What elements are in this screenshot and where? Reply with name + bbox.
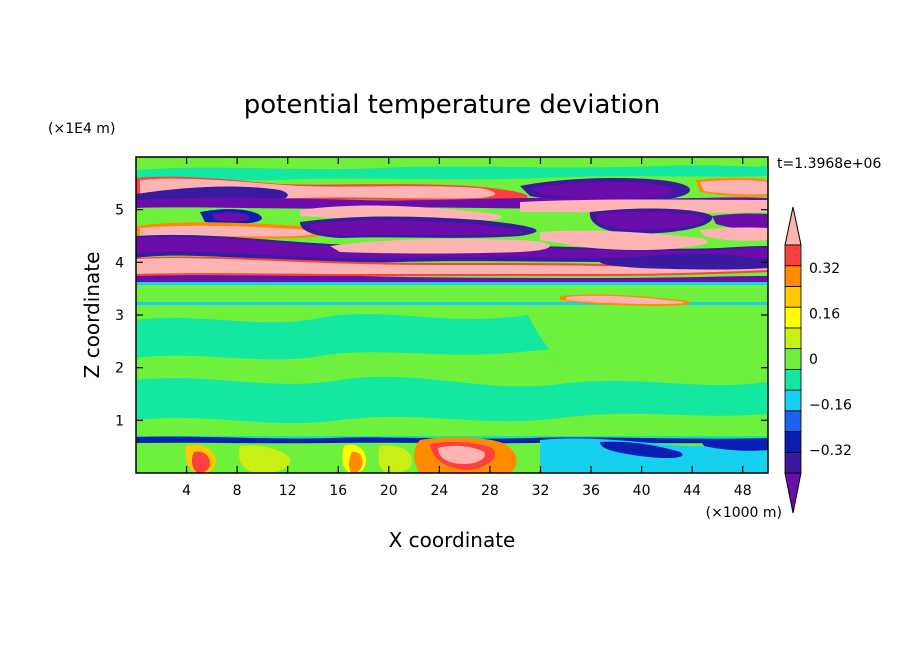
x-tick-label: 36 xyxy=(582,483,600,499)
field-features xyxy=(136,165,768,473)
x-axis-ticks: 4 8 12 16 20 24 28 32 36 40 44 48 xyxy=(182,157,752,499)
chart-title: potential temperature deviation xyxy=(244,90,660,120)
y-tick-label: 3 xyxy=(115,308,124,324)
colorbar-segment xyxy=(784,410,802,432)
x-tick-label: 12 xyxy=(279,483,297,499)
x-tick-label: 48 xyxy=(734,483,752,499)
colorbar-label: −0.32 xyxy=(809,443,852,459)
colorbar: 0.32 0.16 0 −0.16 −0.32 xyxy=(784,206,852,514)
x-axis-label: X coordinate xyxy=(389,528,516,552)
contour-field xyxy=(136,157,768,473)
colorbar-label: 0 xyxy=(809,352,818,368)
y-tick-label: 2 xyxy=(115,361,124,377)
time-label: t=1.3968e+06 xyxy=(777,156,881,172)
y-tick-label: 5 xyxy=(115,203,124,219)
x-tick-label: 20 xyxy=(380,483,398,499)
colorbar-label: −0.16 xyxy=(809,398,852,414)
colorbar-segment xyxy=(784,244,802,267)
x-tick-label: 8 xyxy=(233,483,242,499)
colorbar-segment xyxy=(784,327,802,350)
x-tick-label: 24 xyxy=(430,483,448,499)
y-tick-label: 1 xyxy=(115,413,124,429)
colorbar-lower-extension xyxy=(784,472,802,514)
colorbar-segment xyxy=(784,451,802,474)
x-tick-label: 32 xyxy=(532,483,550,499)
y-unit-label: (×1E4 m) xyxy=(48,121,115,137)
x-tick-label: 4 xyxy=(182,483,191,499)
y-axis-ticks: 1 2 3 4 5 xyxy=(115,203,768,429)
y-axis-label: Z coordinate xyxy=(80,252,104,379)
colorbar-label: 0.16 xyxy=(809,306,840,322)
colorbar-segment xyxy=(784,431,802,453)
colorbar-label: 0.32 xyxy=(809,261,840,277)
x-unit-label: (×1000 m) xyxy=(706,505,782,521)
y-tick-label: 4 xyxy=(115,255,124,271)
colorbar-segment xyxy=(784,306,802,329)
colorbar-segment xyxy=(784,368,802,391)
x-tick-label: 28 xyxy=(481,483,499,499)
colorbar-segment xyxy=(784,286,802,308)
x-tick-label: 16 xyxy=(329,483,347,499)
colorbar-upper-extension xyxy=(784,206,802,246)
colorbar-segment xyxy=(784,389,802,412)
x-tick-label: 40 xyxy=(633,483,651,499)
colorbar-segment xyxy=(784,348,802,370)
x-tick-label: 44 xyxy=(683,483,701,499)
colorbar-segment xyxy=(784,265,802,287)
